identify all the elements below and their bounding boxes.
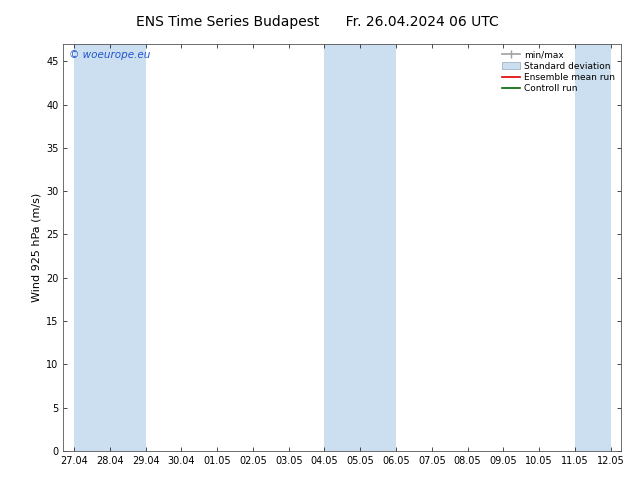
Bar <box>74 44 146 451</box>
Text: © woeurope.eu: © woeurope.eu <box>69 50 150 60</box>
Bar <box>575 44 611 451</box>
Legend: min/max, Standard deviation, Ensemble mean run, Controll run: min/max, Standard deviation, Ensemble me… <box>500 49 617 95</box>
Y-axis label: Wind 925 hPa (m/s): Wind 925 hPa (m/s) <box>32 193 42 302</box>
Text: ENS Time Series Budapest      Fr. 26.04.2024 06 UTC: ENS Time Series Budapest Fr. 26.04.2024 … <box>136 15 498 29</box>
Bar <box>325 44 396 451</box>
